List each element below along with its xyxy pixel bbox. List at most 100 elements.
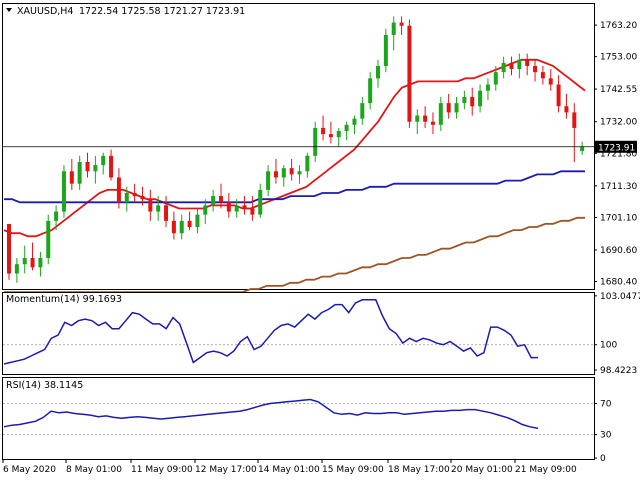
dropdown-triangle-icon[interactable] [6,8,12,12]
candle-body [548,78,553,85]
rsi-tick-label: 30 [600,431,612,441]
price-tick-label: 1742.55 [600,85,637,95]
rsi-title: RSI(14) 38.1145 [6,380,83,391]
price-tick-label: 1753.00 [600,53,637,63]
current-price-label: 1723.91 [598,143,635,153]
rsi-panel[interactable]: 70 30 0 RSI(14) 38.1145 [2,377,612,465]
rsi-panel-border [2,377,595,460]
candle-body [7,223,11,274]
price-axis: 1763.20 1753.00 1742.55 1732.00 1721.80 1711.… [594,21,637,288]
candle-body [77,161,82,184]
current-price-tag [595,140,637,153]
candle-body [517,59,522,70]
candle-body [509,62,514,70]
momentum-plot-area [3,299,594,365]
candle-body [438,103,443,125]
candle-body [525,59,530,66]
momentum-tick-label: 98.4223 [600,366,637,376]
candle-body [376,65,381,79]
candle-body [493,72,498,85]
candle-body [242,205,247,209]
candle-body [14,264,19,274]
candle-body [234,205,239,212]
time-tick-label: 14 May 01:00 [258,465,320,475]
candle-body [580,146,585,152]
time-tick-label: 15 May 09:00 [322,465,384,475]
candle-body [203,205,208,215]
candle-body [564,106,569,113]
candle-body [454,103,459,113]
rsi-axis: 70 30 0 [594,399,612,464]
time-axis: 6 May 2020 8 May 01:00 11 May 09:00 12 May … [2,460,577,475]
candle-body [140,196,145,200]
candle-body [556,84,561,107]
candle-body [187,220,192,228]
price-tick-label: 1721.80 [600,149,637,159]
momentum-panel[interactable]: 103.0477 100 98.4223 Momentum(14) 99.1693 [2,292,640,376]
candle-body [360,103,365,119]
momentum-title: Momentum(14) 99.1693 [6,294,122,305]
candle-body [289,168,294,175]
candle-body [383,34,388,66]
candle-body [533,65,538,73]
time-tick-label: 18 May 17:00 [388,465,450,475]
price-panel-border [2,3,595,290]
candle-body [266,171,271,190]
candle-body [391,22,396,35]
candle-body [195,214,200,228]
time-tick-label: 6 May 2020 [3,465,56,475]
moving-average-fast-line [3,58,586,238]
candle-body [109,155,114,178]
price-tick-label: 1711.30 [600,182,637,192]
candle-body [297,171,302,175]
candle-body [69,171,74,184]
candle-body [179,220,184,234]
candle-body [313,127,318,156]
rsi-tick-label: 0 [600,454,606,464]
candle-body [171,220,176,234]
candle-body [54,211,59,221]
candle-body [132,192,137,197]
candle-body [226,202,231,212]
candle-body [116,177,121,203]
momentum-panel-border [2,292,595,375]
candle-body [30,258,35,268]
candle-body [218,196,223,203]
price-tick-label: 1680.40 [600,278,637,288]
ohlc-values: 1722.54 1725.58 1721.27 1723.91 [79,6,245,17]
candle-body [321,127,326,135]
price-panel[interactable]: 1763.20 1753.00 1742.55 1732.00 1721.80 1711.… [2,3,638,294]
candle-body [478,90,483,107]
price-tick-label: 1732.00 [600,118,637,128]
candle-body [101,155,106,166]
candle-body [485,84,490,91]
candle-body [470,96,475,107]
candle-body [124,192,129,203]
candle-body [352,118,357,125]
rsi-plot-area [3,398,594,436]
momentum-axis: 103.0477 100 98.4223 [594,292,640,376]
time-tick-label: 8 May 01:00 [66,465,122,475]
candle-body [273,171,278,178]
momentum-tick-label: 100 [600,341,617,351]
momentum-line [3,299,538,365]
rsi-line [3,398,539,430]
candle-body [540,72,545,79]
momentum-tick-label: 103.0477 [600,292,640,302]
candle-body [164,205,169,221]
time-tick-label: 12 May 17:00 [195,465,257,475]
candle-body [250,208,255,215]
time-tick-label: 21 May 09:00 [515,465,577,475]
time-tick-label: 11 May 09:00 [131,465,193,475]
candle-body [572,112,577,128]
candle-body [501,62,506,73]
candle-body [446,103,451,113]
candle-body [328,134,333,138]
price-tick-label: 1690.60 [600,246,637,256]
candle-body [336,131,341,138]
candle-body [462,96,467,104]
price-plot-area [3,16,594,294]
rsi-tick-label: 70 [600,399,612,409]
